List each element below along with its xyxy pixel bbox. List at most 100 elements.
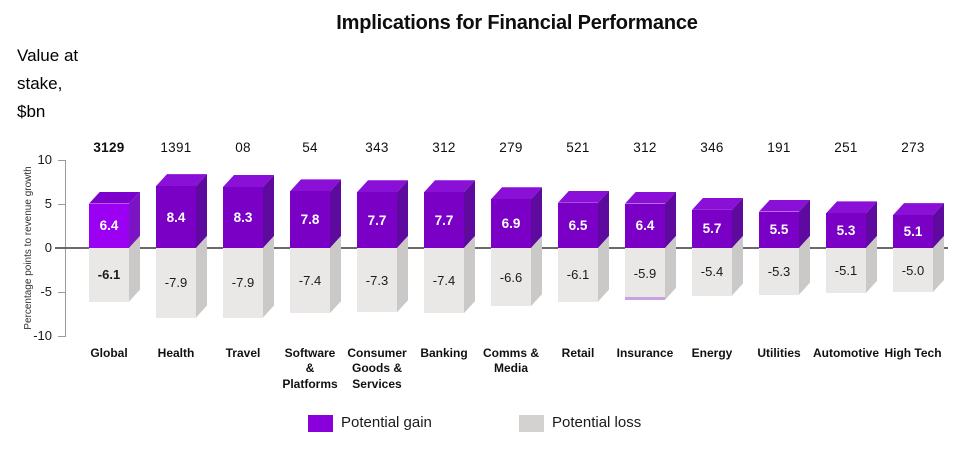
- y-axis-tick: [58, 204, 65, 205]
- loss-bar-side-face: [732, 236, 743, 296]
- y-axis-tick: [58, 292, 65, 293]
- gain-bar: 8.4: [156, 186, 196, 248]
- category-label: Health: [157, 346, 195, 360]
- gain-bar-top-face: [558, 190, 609, 203]
- gain-bar-side-face: [196, 174, 207, 248]
- y-axis-tick-label: -10: [33, 328, 52, 343]
- loss-bar: -5.0: [893, 248, 933, 292]
- gain-bar-side-face: [464, 180, 475, 248]
- gain-bar: 7.8: [290, 191, 330, 248]
- gain-bar-side-face: [397, 180, 408, 248]
- y-axis-tick: [58, 336, 65, 337]
- category-label: Automotive: [813, 346, 879, 360]
- loss-bar: -7.3: [357, 248, 397, 313]
- gain-bar-top-face: [893, 203, 944, 216]
- stake-value: 312: [633, 140, 657, 155]
- loss-bar-side-face: [464, 236, 475, 313]
- loss-bar-side-face: [196, 236, 207, 318]
- stake-value: 1391: [160, 140, 192, 155]
- gain-bar-top-face: [692, 197, 743, 210]
- gain-bar: 5.7: [692, 209, 732, 248]
- gain-bar-side-face: [598, 191, 609, 248]
- loss-bar: -5.3: [759, 248, 799, 295]
- stake-value: 251: [834, 140, 858, 155]
- gain-bar: 6.9: [491, 199, 531, 248]
- stake-value: 273: [901, 140, 925, 155]
- gain-bar: 6.5: [558, 202, 598, 248]
- y-axis-tick-label: -5: [40, 284, 52, 299]
- gain-bar-side-face: [531, 187, 542, 248]
- loss-bar: -5.1: [826, 248, 866, 293]
- loss-bar: -7.9: [156, 248, 196, 318]
- gain-bar-side-face: [799, 200, 810, 248]
- stake-value: 3129: [93, 140, 125, 155]
- stake-value: 346: [700, 140, 724, 155]
- loss-bar-side-face: [330, 236, 341, 313]
- category-label: Consumer Goods & Services: [347, 346, 407, 391]
- stake-value: 521: [566, 140, 590, 155]
- stake-value: 54: [302, 140, 318, 155]
- loss-bar: -5.9: [625, 248, 665, 300]
- gain-bar-side-face: [732, 198, 743, 248]
- stake-value: 312: [432, 140, 456, 155]
- gain-bar-top-face: [89, 191, 140, 204]
- gain-bar: 6.4: [89, 203, 129, 248]
- category-label: Insurance: [616, 346, 674, 360]
- y-axis-tick: [58, 160, 65, 161]
- category-label: Comms & Media: [482, 346, 539, 376]
- gain-bar-side-face: [330, 179, 341, 248]
- gain-bar-top-face: [491, 187, 542, 200]
- gain-bar-side-face: [129, 192, 140, 248]
- loss-bar-side-face: [397, 236, 408, 312]
- loss-bar-side-face: [933, 236, 944, 292]
- loss-bar: -6.6: [491, 248, 531, 307]
- gain-bar-top-face: [826, 201, 877, 214]
- page-title: Implications for Financial Performance: [336, 12, 698, 34]
- gain-bar-top-face: [357, 180, 408, 193]
- gain-bar-side-face: [933, 203, 944, 248]
- category-label: Banking: [420, 346, 468, 360]
- gain-bar-side-face: [263, 175, 274, 248]
- gain-bar-top-face: [759, 199, 810, 212]
- legend-gain-label: Potential gain: [341, 414, 432, 431]
- y-axis-tick-label: 5: [44, 196, 52, 211]
- gain-bar: 5.1: [893, 215, 933, 248]
- gain-bar-top-face: [625, 191, 676, 204]
- value-at-stake-note: Value at stake, $bn: [17, 46, 79, 121]
- category-label: Utilities: [757, 346, 801, 360]
- stake-value: 191: [767, 140, 791, 155]
- loss-bar: -7.9: [223, 248, 263, 318]
- loss-bar: -7.4: [424, 248, 464, 314]
- gain-bar: 6.4: [625, 203, 665, 248]
- legend-loss-swatch: [519, 415, 544, 432]
- gain-bar: 7.7: [357, 192, 397, 248]
- y-axis-tick-label: 10: [37, 152, 52, 167]
- gain-bar: 5.3: [826, 213, 866, 248]
- gain-bar-side-face: [866, 201, 877, 248]
- loss-bar: -6.1: [558, 248, 598, 302]
- loss-bar-side-face: [799, 236, 810, 295]
- category-label: Travel: [225, 346, 261, 360]
- loss-bar-side-face: [129, 236, 140, 302]
- loss-bar-side-face: [598, 236, 609, 302]
- gain-bar: 7.7: [424, 192, 464, 248]
- loss-bar-side-face: [531, 236, 542, 306]
- loss-bar-side-face: [263, 236, 274, 318]
- loss-bar: -5.4: [692, 248, 732, 296]
- gain-bar: 8.3: [223, 186, 263, 248]
- loss-bar-side-face: [866, 236, 877, 293]
- insurance-accent-strip: [625, 296, 665, 300]
- gain-bar-top-face: [424, 180, 475, 193]
- legend-gain-swatch: [308, 415, 333, 432]
- legend-loss-label: Potential loss: [552, 414, 642, 431]
- category-label: Retail: [561, 346, 595, 360]
- gain-bar-top-face: [223, 174, 274, 187]
- y-axis-tick-label: 0: [44, 240, 52, 255]
- stake-value: 343: [365, 140, 389, 155]
- gain-bar-top-face: [156, 174, 207, 187]
- loss-bar: -6.1: [89, 248, 129, 302]
- gain-bar-top-face: [290, 179, 341, 192]
- stake-value: 08: [235, 140, 251, 155]
- category-label: High Tech: [884, 346, 942, 360]
